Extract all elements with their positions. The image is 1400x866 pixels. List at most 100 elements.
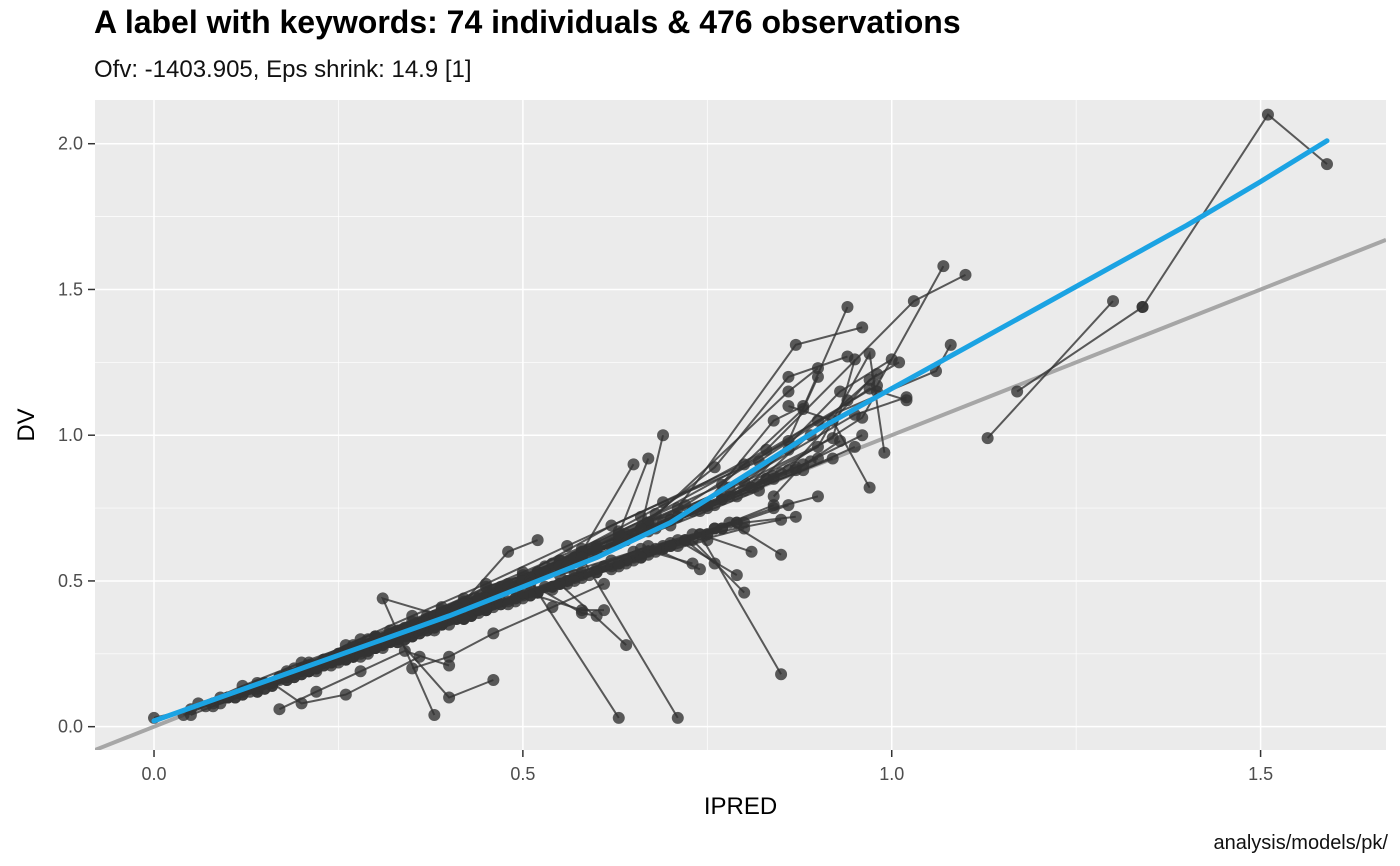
observation-point (590, 609, 603, 622)
observation-point (797, 458, 810, 471)
observation-point (811, 370, 824, 383)
observation-point (841, 394, 854, 407)
observation-point (354, 665, 367, 678)
observation-point (856, 411, 869, 424)
observation-point (487, 627, 500, 640)
observation-point (502, 598, 515, 611)
observation-point (708, 557, 721, 570)
observation-point (900, 394, 913, 407)
observation-point (738, 516, 751, 529)
chart-caption: analysis/models/pk/ (1213, 832, 1388, 854)
individual-line (271, 655, 421, 705)
smooth-line-layer (151, 138, 1330, 724)
observation-point (457, 612, 470, 625)
observation-point (583, 569, 596, 582)
observation-point (1261, 108, 1274, 121)
observation-point (339, 688, 352, 701)
observation-point (708, 461, 721, 474)
observation-point (944, 338, 957, 351)
observation-point (575, 607, 588, 620)
observation-point (775, 668, 788, 681)
observation-point (502, 545, 515, 558)
observation-point (811, 414, 824, 427)
observation-point (767, 502, 780, 515)
observation-point (657, 496, 670, 509)
observation-point (782, 400, 795, 413)
observation-point (479, 580, 492, 593)
observation-point (612, 711, 625, 724)
observation-point (612, 528, 625, 541)
y-tick-label: 2.0 (58, 134, 83, 154)
observation-point (568, 574, 581, 587)
observation-point (811, 440, 824, 453)
observation-point (620, 639, 633, 652)
observation-point (723, 490, 736, 503)
observation-point (671, 711, 684, 724)
observation-point (870, 367, 883, 380)
x-axis-title: IPRED (704, 793, 777, 820)
observation-point (354, 650, 367, 663)
observation-point (775, 513, 788, 526)
observation-point (811, 490, 824, 503)
observation-point (782, 370, 795, 383)
observation-point (856, 429, 869, 442)
y-tick-label: 1.0 (58, 425, 83, 445)
observation-point (767, 414, 780, 427)
observation-point (907, 295, 920, 308)
observation-point (745, 481, 758, 494)
observation-point (539, 580, 552, 593)
observation-point (730, 569, 743, 582)
grid-lines (95, 100, 1386, 750)
observation-point (848, 353, 861, 366)
observation-point (981, 432, 994, 445)
observation-point (273, 703, 286, 716)
x-tick-label: 0.0 (142, 764, 167, 784)
observation-point (959, 268, 972, 281)
observation-point (487, 674, 500, 687)
observation-point (937, 260, 950, 273)
observation-point (878, 446, 891, 459)
observation-point (885, 353, 898, 366)
observation-point (797, 402, 810, 415)
observation-point (546, 601, 559, 614)
observation-point (775, 467, 788, 480)
observation-point (745, 545, 758, 558)
observation-point (775, 548, 788, 561)
observation-point (863, 382, 876, 395)
observation-point (649, 507, 662, 520)
observation-point (789, 338, 802, 351)
plot-panel (95, 100, 1386, 750)
observation-point (443, 650, 456, 663)
plot-marks (95, 108, 1386, 750)
observation-point (686, 528, 699, 541)
observation-point (634, 522, 647, 535)
observation-point (295, 697, 308, 710)
observation-point (789, 510, 802, 523)
observation-point (863, 347, 876, 360)
observation-point (782, 385, 795, 398)
individual-line (1016, 306, 1144, 393)
observation-point (657, 429, 670, 442)
observation-point (443, 691, 456, 704)
observation-point (1320, 158, 1333, 171)
observation-point (834, 435, 847, 448)
observation-point (398, 644, 411, 657)
observation-point (686, 557, 699, 570)
observation-point (406, 662, 419, 675)
smooth-line (151, 138, 1330, 724)
observation-point (642, 452, 655, 465)
observation-point (863, 481, 876, 494)
observation-point (325, 659, 338, 672)
y-tick-label: 0.5 (58, 571, 83, 591)
observation-point (627, 458, 640, 471)
observation-point (826, 452, 839, 465)
observation-point (413, 650, 426, 663)
observation-point (531, 534, 544, 547)
observation-point (848, 440, 861, 453)
observation-point (1107, 295, 1120, 308)
x-tick-label: 0.5 (510, 764, 535, 784)
axis-ticks: 0.0 0.5 1.0 1.5 0.0 0.5 1.0 1.5 2.0 (58, 134, 1273, 784)
observation-point (590, 542, 603, 555)
observation-point (561, 539, 574, 552)
